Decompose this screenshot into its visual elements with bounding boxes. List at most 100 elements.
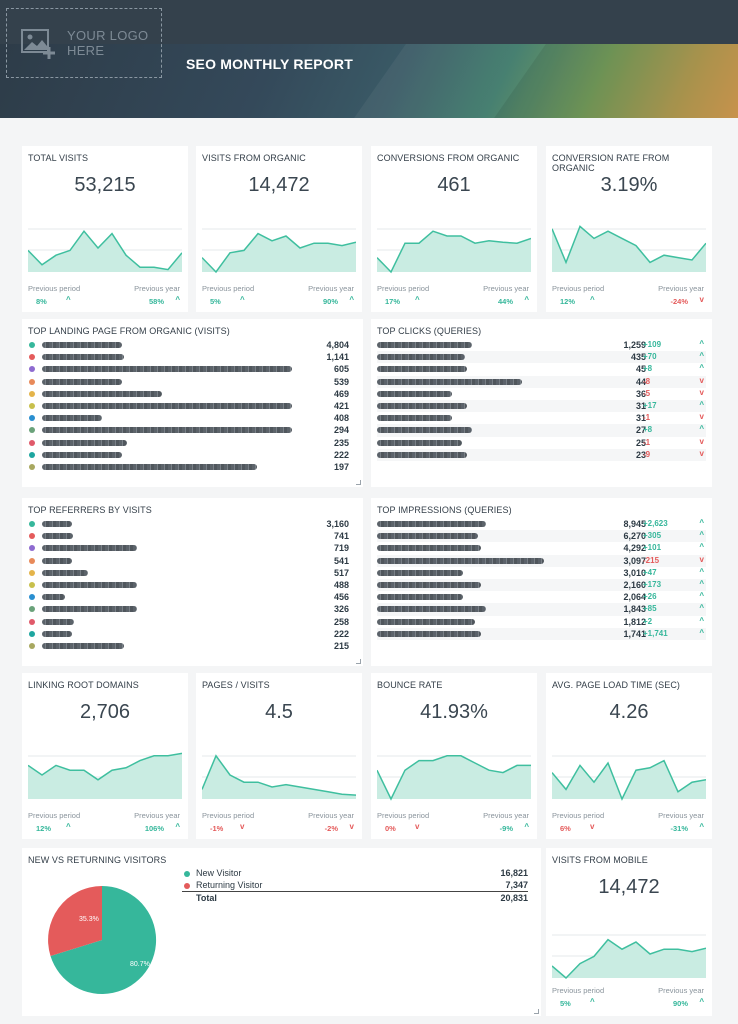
previous-period-label: Previous period: [552, 986, 605, 995]
list-item[interactable]: 3,160: [28, 518, 357, 530]
list-value: 31: [635, 400, 646, 411]
redacted-label: [42, 606, 137, 613]
redacted-label: [42, 463, 257, 470]
list-item[interactable]: 8,945 +2,623 ^: [377, 518, 706, 530]
chevron-up-icon: ^: [699, 615, 704, 625]
list-value: 2,160: [623, 579, 646, 590]
previous-year-label: Previous year: [658, 284, 704, 293]
list-item[interactable]: 31 -1 v: [377, 412, 706, 424]
previous-period-value: 12%: [560, 297, 576, 306]
list-item[interactable]: 435 +70 ^: [377, 351, 706, 364]
list-item[interactable]: 27 +8 ^: [377, 424, 706, 437]
previous-period-value: 8%: [36, 297, 47, 306]
list-item[interactable]: 1,812 +2 ^: [377, 616, 706, 628]
list-item[interactable]: 1,843 +85 ^: [377, 603, 706, 616]
chevron-down-icon: v: [415, 822, 420, 831]
redacted-label: [377, 581, 481, 588]
previous-year-value: 90%: [322, 297, 338, 306]
list-item[interactable]: 222: [28, 628, 357, 640]
sparkline-line: [377, 755, 531, 801]
list-item[interactable]: 408: [28, 412, 357, 424]
list-item[interactable]: 3,097 -215 v: [377, 554, 706, 567]
list-item[interactable]: 36 -5 v: [377, 388, 706, 400]
list-item[interactable]: 6,270 +305 ^: [377, 530, 706, 543]
legend-dot: [29, 427, 35, 434]
list-value: 435: [630, 352, 646, 363]
redacted-label: [377, 390, 452, 397]
resize-handle[interactable]: [534, 1009, 539, 1014]
sparkline-chart: [377, 755, 531, 801]
legend-dot: [29, 630, 35, 637]
list-item[interactable]: 1,741 +1,741 ^: [377, 627, 706, 640]
legend-item[interactable]: Returning Visitor 7,347: [182, 880, 528, 892]
list-item[interactable]: 488: [28, 579, 357, 591]
list-item[interactable]: 2,160 +173 ^: [377, 578, 706, 592]
list-value: 719: [333, 543, 349, 554]
chevron-down-icon: v: [699, 448, 704, 458]
list-value: 517: [333, 567, 349, 578]
list-item[interactable]: 1,141: [28, 351, 357, 363]
resize-handle[interactable]: [356, 659, 361, 664]
chevron-up-icon: ^: [699, 603, 704, 613]
list-value: 6,270: [623, 531, 646, 542]
previous-year-value: 106%: [144, 824, 164, 833]
list-item[interactable]: 31 +17 ^: [377, 399, 706, 413]
pie-slice-new: [50, 885, 157, 994]
list-item[interactable]: 25 -1 v: [377, 437, 706, 449]
card-title: TOP IMPRESSIONS (QUERIES): [377, 505, 512, 515]
list-item[interactable]: 23 -9 v: [377, 448, 706, 461]
list-value: 541: [333, 555, 349, 566]
previous-period-label: Previous period: [28, 284, 81, 293]
list-item[interactable]: 741: [28, 530, 357, 542]
list-item[interactable]: 539: [28, 376, 357, 388]
sparkline-line: [202, 754, 356, 796]
list-item[interactable]: 719: [28, 542, 357, 554]
list-item[interactable]: 215: [28, 640, 357, 652]
redacted-label: [42, 402, 292, 409]
chevron-up-icon: ^: [175, 822, 180, 831]
list-item[interactable]: 4,804: [28, 339, 357, 351]
list-item[interactable]: 222: [28, 449, 357, 461]
redacted-label: [377, 594, 464, 601]
sparkline-chart: [552, 934, 706, 980]
list-delta: +109: [643, 340, 662, 349]
list-item[interactable]: 421: [28, 400, 357, 412]
list-item[interactable]: 235: [28, 437, 357, 449]
list-item[interactable]: 517: [28, 567, 357, 579]
legend-value: 7,347: [505, 880, 528, 890]
legend-item[interactable]: New Visitor 16,821: [182, 868, 528, 880]
kpi-card: VISITS FROM ORGANIC 14,472 Previous peri…: [196, 146, 362, 312]
previous-year-label: Previous year: [483, 284, 529, 293]
list-item[interactable]: 2,064 +26 ^: [377, 591, 706, 603]
list-item[interactable]: 45 +8 ^: [377, 363, 706, 375]
list-item[interactable]: 605: [28, 363, 357, 375]
resize-handle[interactable]: [356, 480, 361, 485]
previous-year-label: Previous year: [134, 811, 180, 820]
list-item[interactable]: 44 -8 v: [377, 375, 706, 388]
list-value: 605: [333, 364, 349, 375]
list-item[interactable]: 469: [28, 388, 357, 400]
previous-period-label: Previous period: [202, 811, 255, 820]
redacted-label: [377, 427, 472, 434]
previous-year-label: Previous year: [483, 811, 529, 820]
kpi-value: 4.26: [609, 701, 649, 723]
previous-period-label: Previous period: [28, 811, 81, 820]
list-item[interactable]: 1,259 +109 ^: [377, 339, 706, 351]
list-value: 31: [635, 413, 646, 424]
list-item[interactable]: 294: [28, 424, 357, 436]
list-item[interactable]: 258: [28, 616, 357, 628]
list-item[interactable]: 326: [28, 603, 357, 615]
previous-year-value: -24%: [670, 297, 688, 306]
list-item[interactable]: 456: [28, 591, 357, 603]
list-item[interactable]: 541: [28, 555, 357, 567]
logo-line-2: HERE: [67, 43, 105, 58]
list-delta: +47: [643, 567, 657, 577]
list-value: 25: [635, 437, 646, 448]
previous-year-label: Previous year: [134, 284, 180, 293]
card-title: NEW VS RETURNING VISITORS: [28, 855, 167, 865]
list-item[interactable]: 3,010 +47 ^: [377, 567, 706, 579]
kpi-value: 2,706: [79, 701, 131, 723]
list-item[interactable]: 4,292 +101 ^: [377, 542, 706, 554]
list-delta: -1: [643, 413, 651, 423]
list-item[interactable]: 197: [28, 461, 357, 473]
